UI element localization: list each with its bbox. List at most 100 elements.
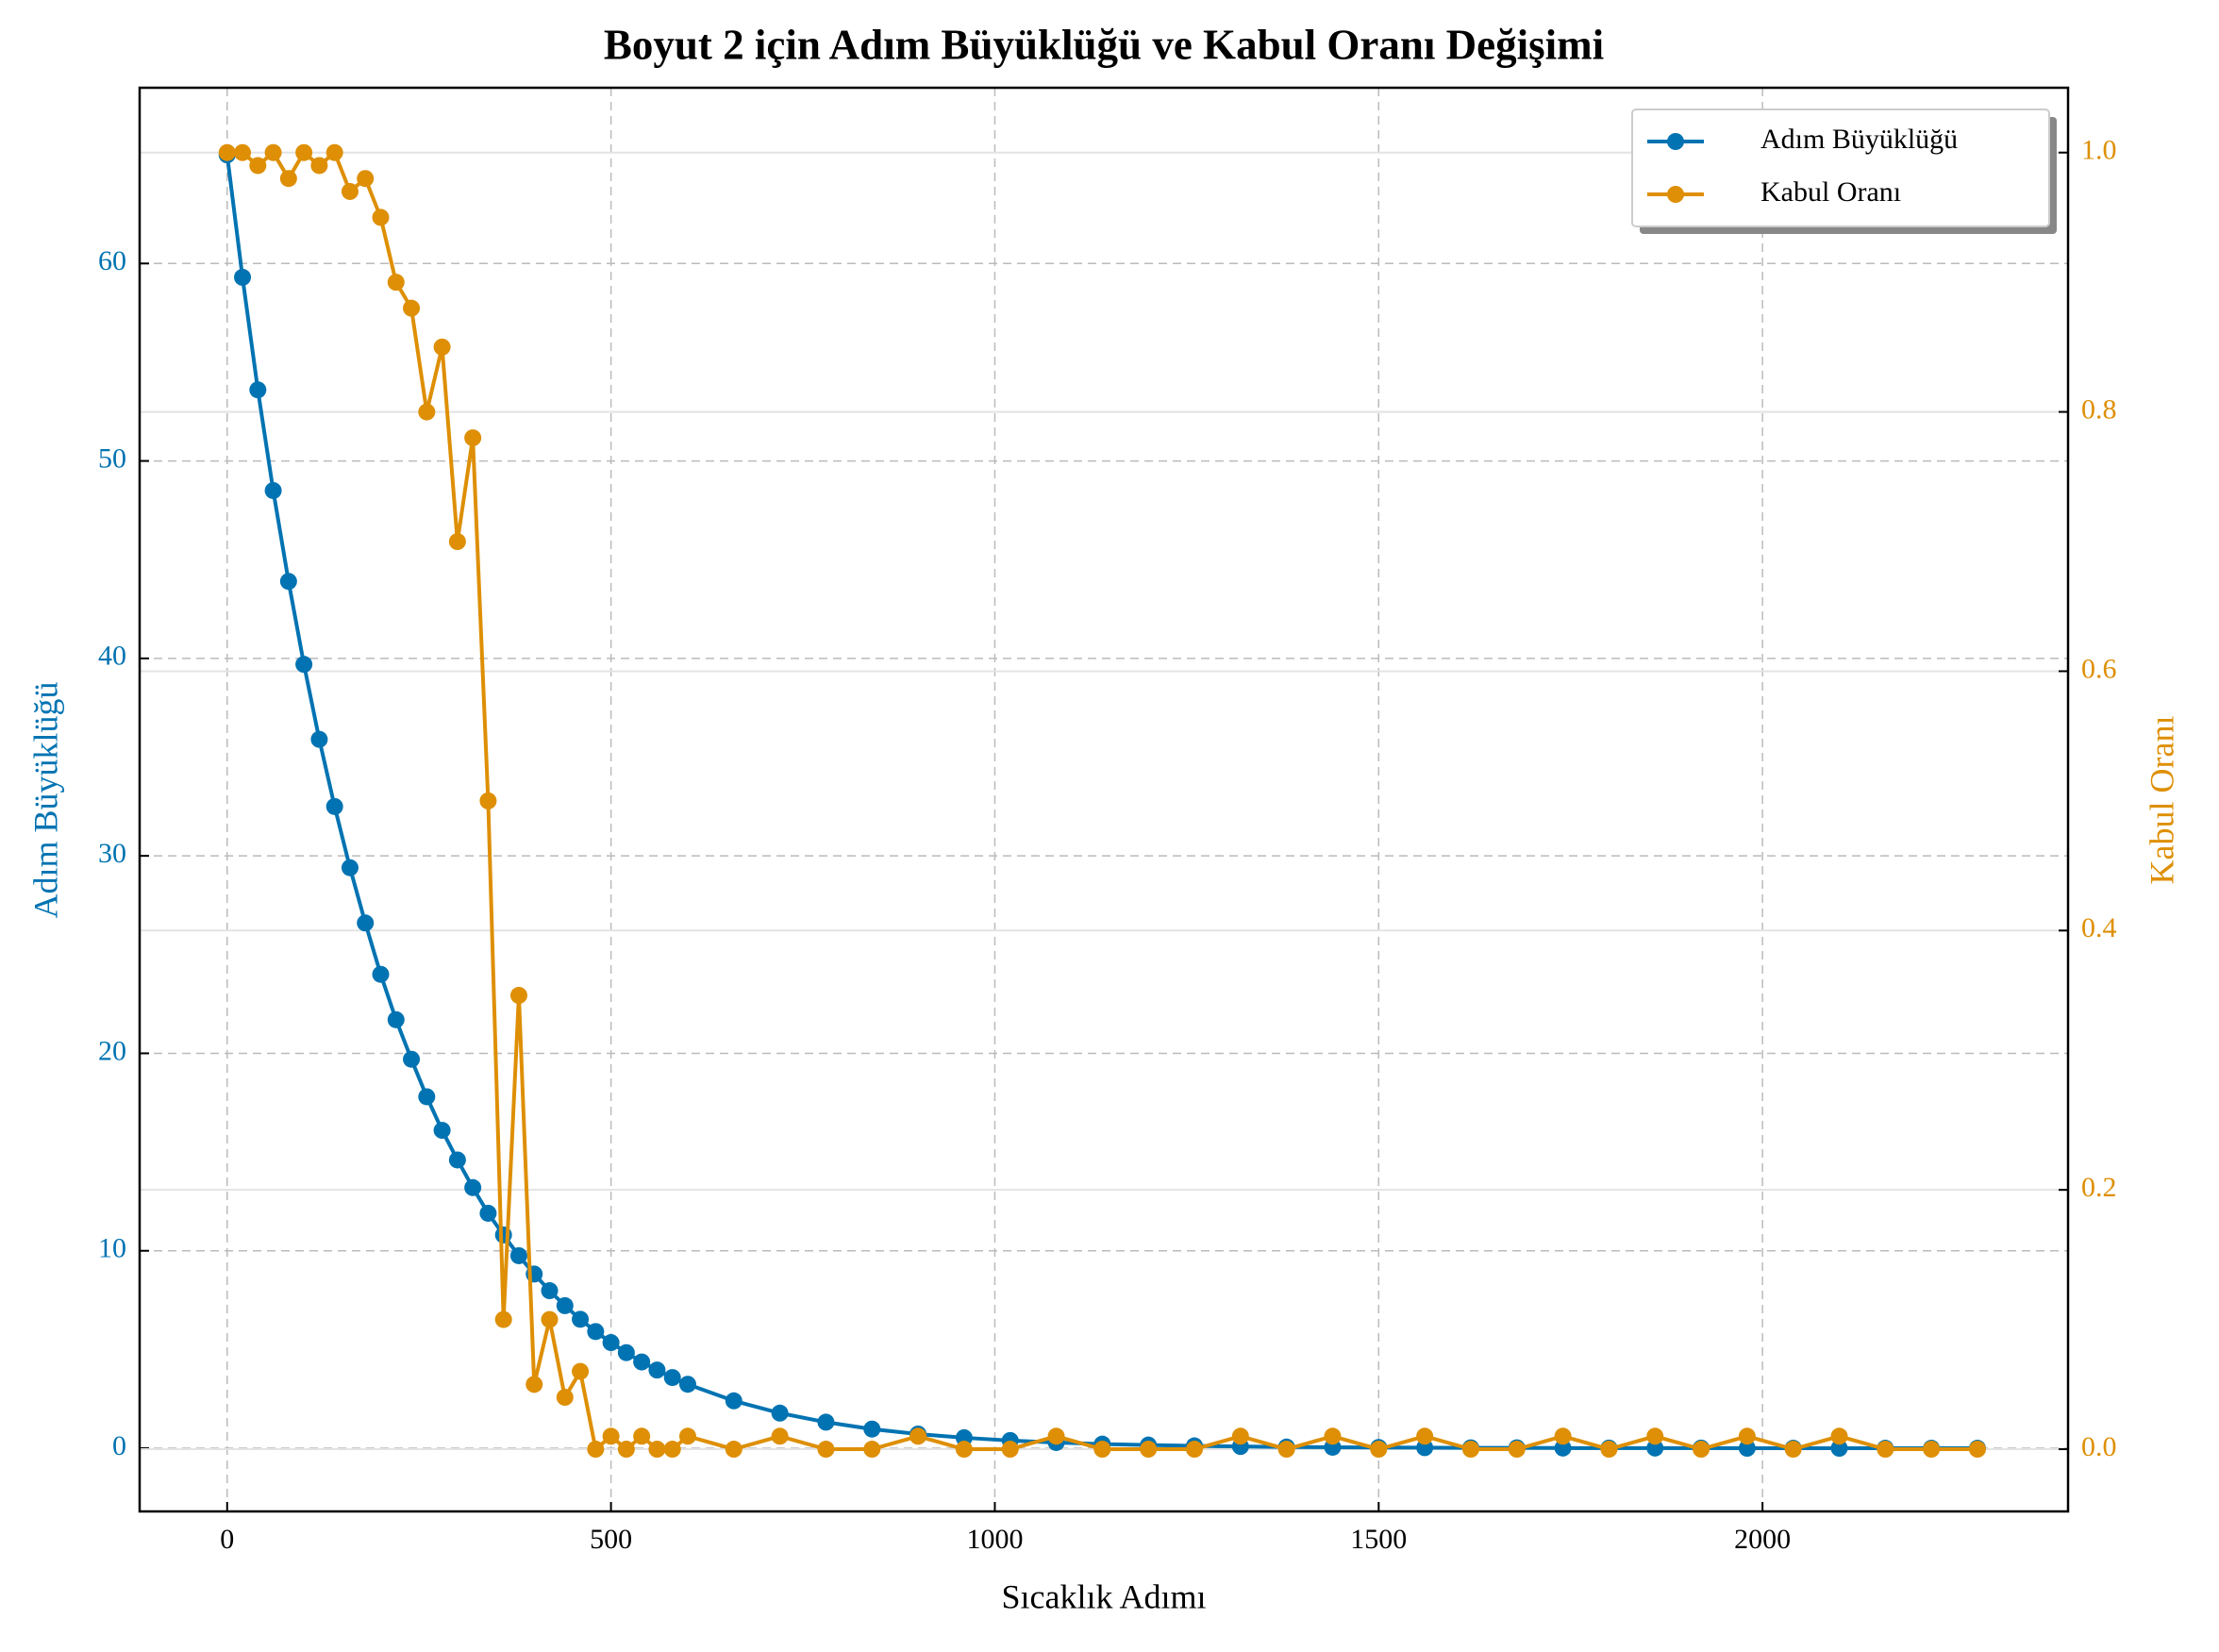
data-point xyxy=(1001,1441,1019,1459)
data-point xyxy=(572,1310,590,1328)
data-point xyxy=(602,1334,620,1352)
data-point xyxy=(633,1353,651,1371)
data-point xyxy=(295,656,313,674)
data-point xyxy=(1830,1427,1848,1445)
data-point xyxy=(817,1413,835,1431)
x-tick-label: 0 xyxy=(220,1524,234,1555)
data-point xyxy=(372,209,390,226)
data-point xyxy=(509,1246,527,1264)
y-tick-label: 0 xyxy=(112,1430,126,1461)
data-point xyxy=(403,1050,421,1068)
legend-box xyxy=(1631,108,2050,227)
data-point xyxy=(1554,1427,1572,1445)
data-point xyxy=(1738,1427,1756,1445)
data-point xyxy=(249,381,267,399)
legend-marker xyxy=(1667,133,1684,150)
data-point xyxy=(1877,1441,1894,1459)
data-point xyxy=(1693,1441,1710,1459)
data-point xyxy=(325,797,343,815)
data-point xyxy=(1646,1439,1664,1457)
data-point xyxy=(1324,1427,1342,1445)
data-point xyxy=(509,987,527,1005)
data-point xyxy=(279,573,297,591)
data-point xyxy=(1968,1441,1986,1459)
y2-axis-label: Kabul Oranı xyxy=(2143,716,2180,885)
data-point xyxy=(587,1323,605,1341)
data-point xyxy=(433,1122,451,1140)
y-axis-label: Adım Büyüklüğü xyxy=(26,681,64,918)
data-point xyxy=(387,1010,405,1028)
data-point xyxy=(587,1441,605,1459)
data-point xyxy=(678,1427,696,1445)
data-point xyxy=(1646,1427,1664,1445)
data-point xyxy=(909,1427,927,1445)
data-point xyxy=(464,429,482,447)
data-point xyxy=(725,1441,742,1459)
data-point xyxy=(526,1376,543,1393)
data-point xyxy=(325,143,343,161)
y2-tick-label: 0.6 xyxy=(2081,653,2117,684)
data-point xyxy=(1416,1427,1434,1445)
y-tick-label: 30 xyxy=(98,838,126,869)
data-point xyxy=(372,965,390,983)
data-point xyxy=(249,157,267,175)
data-point xyxy=(295,143,313,161)
data-point xyxy=(403,299,421,317)
data-point xyxy=(479,1204,497,1222)
x-tick-label: 2000 xyxy=(1734,1524,1791,1555)
data-point xyxy=(1784,1441,1802,1459)
legend-marker xyxy=(1667,186,1684,203)
data-point xyxy=(310,730,328,748)
data-point xyxy=(418,403,436,421)
data-point xyxy=(1277,1441,1295,1459)
data-point xyxy=(234,143,252,161)
data-point xyxy=(771,1427,789,1445)
data-point xyxy=(602,1427,620,1445)
y-tick-label: 50 xyxy=(98,442,126,474)
data-point xyxy=(1508,1441,1526,1459)
y2-tick-label: 0.4 xyxy=(2081,912,2117,943)
data-point xyxy=(1738,1440,1756,1458)
data-point xyxy=(234,268,252,286)
data-point xyxy=(771,1404,789,1422)
data-point xyxy=(341,182,359,200)
data-point xyxy=(556,1296,574,1314)
data-point xyxy=(617,1441,635,1459)
data-point xyxy=(264,143,282,161)
data-point xyxy=(1923,1441,1941,1459)
data-point xyxy=(648,1441,666,1459)
legend-label: Adım Büyüklüğü xyxy=(1760,124,1958,155)
data-point xyxy=(1461,1441,1479,1459)
data-point xyxy=(1047,1427,1065,1445)
data-point xyxy=(218,143,236,161)
data-point xyxy=(448,1151,466,1169)
data-point xyxy=(541,1282,559,1300)
data-point xyxy=(1830,1440,1848,1458)
data-point xyxy=(541,1310,559,1328)
data-point xyxy=(648,1361,666,1379)
y-tick-label: 10 xyxy=(98,1233,126,1264)
data-point xyxy=(494,1310,512,1328)
data-point xyxy=(357,914,375,932)
data-point xyxy=(863,1441,881,1459)
data-point xyxy=(678,1376,696,1393)
y-tick-label: 20 xyxy=(98,1035,126,1066)
data-point xyxy=(448,533,466,551)
data-point xyxy=(387,274,405,292)
x-axis-label: Sıcaklık Adımı xyxy=(1001,1577,1206,1615)
data-point xyxy=(1554,1439,1572,1457)
y-tick-label: 60 xyxy=(98,245,126,276)
data-point xyxy=(464,1178,482,1196)
data-point xyxy=(310,157,328,175)
plot-frame xyxy=(138,86,2070,1513)
data-point xyxy=(357,170,375,188)
x-tick-label: 1500 xyxy=(1350,1524,1407,1555)
legend-label: Kabul Oranı xyxy=(1760,176,1901,208)
data-point xyxy=(264,481,282,499)
data-point xyxy=(663,1441,681,1459)
y2-tick-label: 0.2 xyxy=(2081,1172,2117,1203)
data-point xyxy=(633,1427,651,1445)
y2-tick-label: 1.0 xyxy=(2081,135,2117,166)
chart-title: Boyut 2 için Adım Büyüklüğü ve Kabul Ora… xyxy=(604,21,1604,68)
